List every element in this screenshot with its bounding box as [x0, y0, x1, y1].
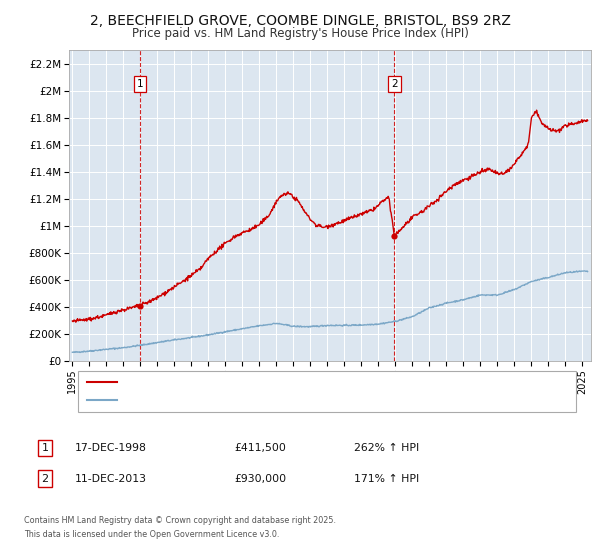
Text: £411,500: £411,500	[234, 443, 286, 453]
Text: 2: 2	[41, 474, 49, 484]
Text: Price paid vs. HM Land Registry's House Price Index (HPI): Price paid vs. HM Land Registry's House …	[131, 27, 469, 40]
Text: 2, BEECHFIELD GROVE, COOMBE DINGLE, BRISTOL, BS9 2RZ (detached house): 2, BEECHFIELD GROVE, COOMBE DINGLE, BRIS…	[121, 377, 507, 387]
Text: £930,000: £930,000	[234, 474, 286, 484]
Text: 262% ↑ HPI: 262% ↑ HPI	[354, 443, 419, 453]
Text: 17-DEC-1998: 17-DEC-1998	[75, 443, 147, 453]
Text: Contains HM Land Registry data © Crown copyright and database right 2025.: Contains HM Land Registry data © Crown c…	[24, 516, 336, 525]
Text: This data is licensed under the Open Government Licence v3.0.: This data is licensed under the Open Gov…	[24, 530, 280, 539]
Text: 1: 1	[41, 443, 49, 453]
Text: 11-DEC-2013: 11-DEC-2013	[75, 474, 147, 484]
Text: HPI: Average price, detached house, City of Bristol: HPI: Average price, detached house, City…	[121, 395, 368, 405]
Text: 2, BEECHFIELD GROVE, COOMBE DINGLE, BRISTOL, BS9 2RZ: 2, BEECHFIELD GROVE, COOMBE DINGLE, BRIS…	[89, 14, 511, 28]
Text: 1: 1	[136, 79, 143, 89]
Text: 171% ↑ HPI: 171% ↑ HPI	[354, 474, 419, 484]
Text: 2: 2	[391, 79, 398, 89]
